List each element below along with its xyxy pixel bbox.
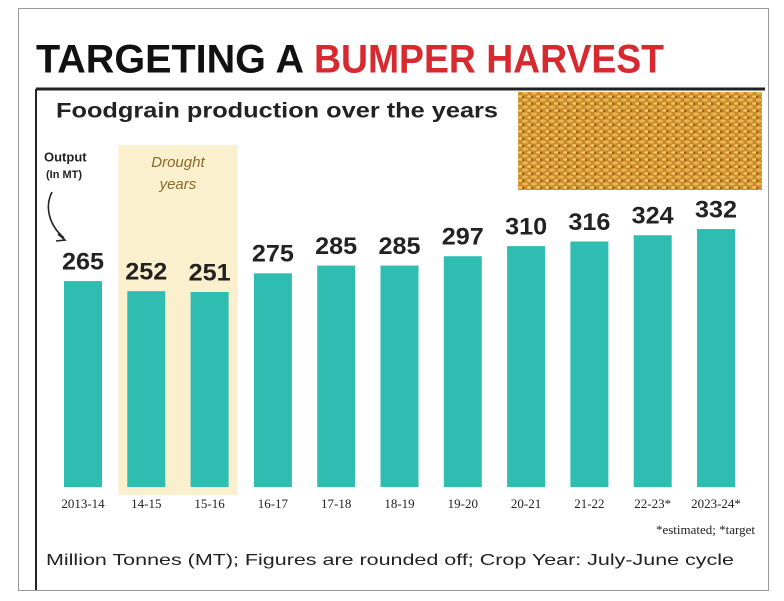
- footnote: *estimated; *target: [656, 522, 755, 537]
- chart-title-emphasis: BUMPER HARVEST: [314, 38, 664, 82]
- x-tick-label: 19-20: [448, 496, 478, 511]
- highlight-label: years: [159, 176, 197, 193]
- bar: [633, 235, 672, 487]
- x-tick-label: 15-16: [194, 496, 225, 511]
- annotation-arrow: [47, 191, 65, 239]
- bar: [127, 291, 166, 487]
- value-label: 285: [379, 233, 421, 260]
- bar: [64, 281, 102, 487]
- value-label: 252: [125, 259, 167, 286]
- value-label: 297: [442, 224, 484, 251]
- bar: [507, 246, 546, 487]
- x-tick-label: 22-23*: [634, 496, 671, 511]
- x-tick-label: 18-19: [384, 496, 414, 511]
- value-label: 310: [505, 213, 547, 240]
- axis-label: (In MT): [46, 169, 82, 181]
- x-tick-label: 20-21: [511, 496, 541, 511]
- value-label: 324: [632, 203, 675, 230]
- bar: [380, 265, 419, 487]
- footnote: Million Tonnes (MT); Figures are rounded…: [46, 552, 734, 569]
- x-tick-label: 17-18: [321, 496, 351, 511]
- chart-title: TARGETING A: [36, 38, 304, 82]
- bar: [443, 256, 482, 487]
- value-label: 332: [695, 196, 737, 223]
- x-tick-label: 2023-24*: [691, 496, 741, 511]
- x-tick-label: 2013-14: [61, 496, 105, 511]
- value-label: 251: [189, 259, 231, 286]
- bar: [253, 273, 292, 487]
- value-label: 275: [252, 241, 294, 268]
- x-tick-label: 14-15: [131, 496, 161, 511]
- x-tick-label: 21-22: [574, 496, 604, 511]
- annotation-arrowhead: [55, 233, 67, 242]
- value-label: 316: [568, 209, 610, 236]
- axis-label: Output: [44, 149, 87, 164]
- value-label: 285: [315, 233, 357, 260]
- value-label: 265: [62, 248, 104, 275]
- bar: [697, 229, 735, 487]
- x-tick-label: 16-17: [258, 496, 289, 511]
- bar: [190, 291, 229, 487]
- grain-image: [518, 92, 762, 190]
- bar: [317, 265, 356, 487]
- chart-subtitle: Foodgrain production over the years: [56, 100, 498, 123]
- bar: [570, 241, 609, 487]
- highlight-label: Drought: [151, 154, 205, 171]
